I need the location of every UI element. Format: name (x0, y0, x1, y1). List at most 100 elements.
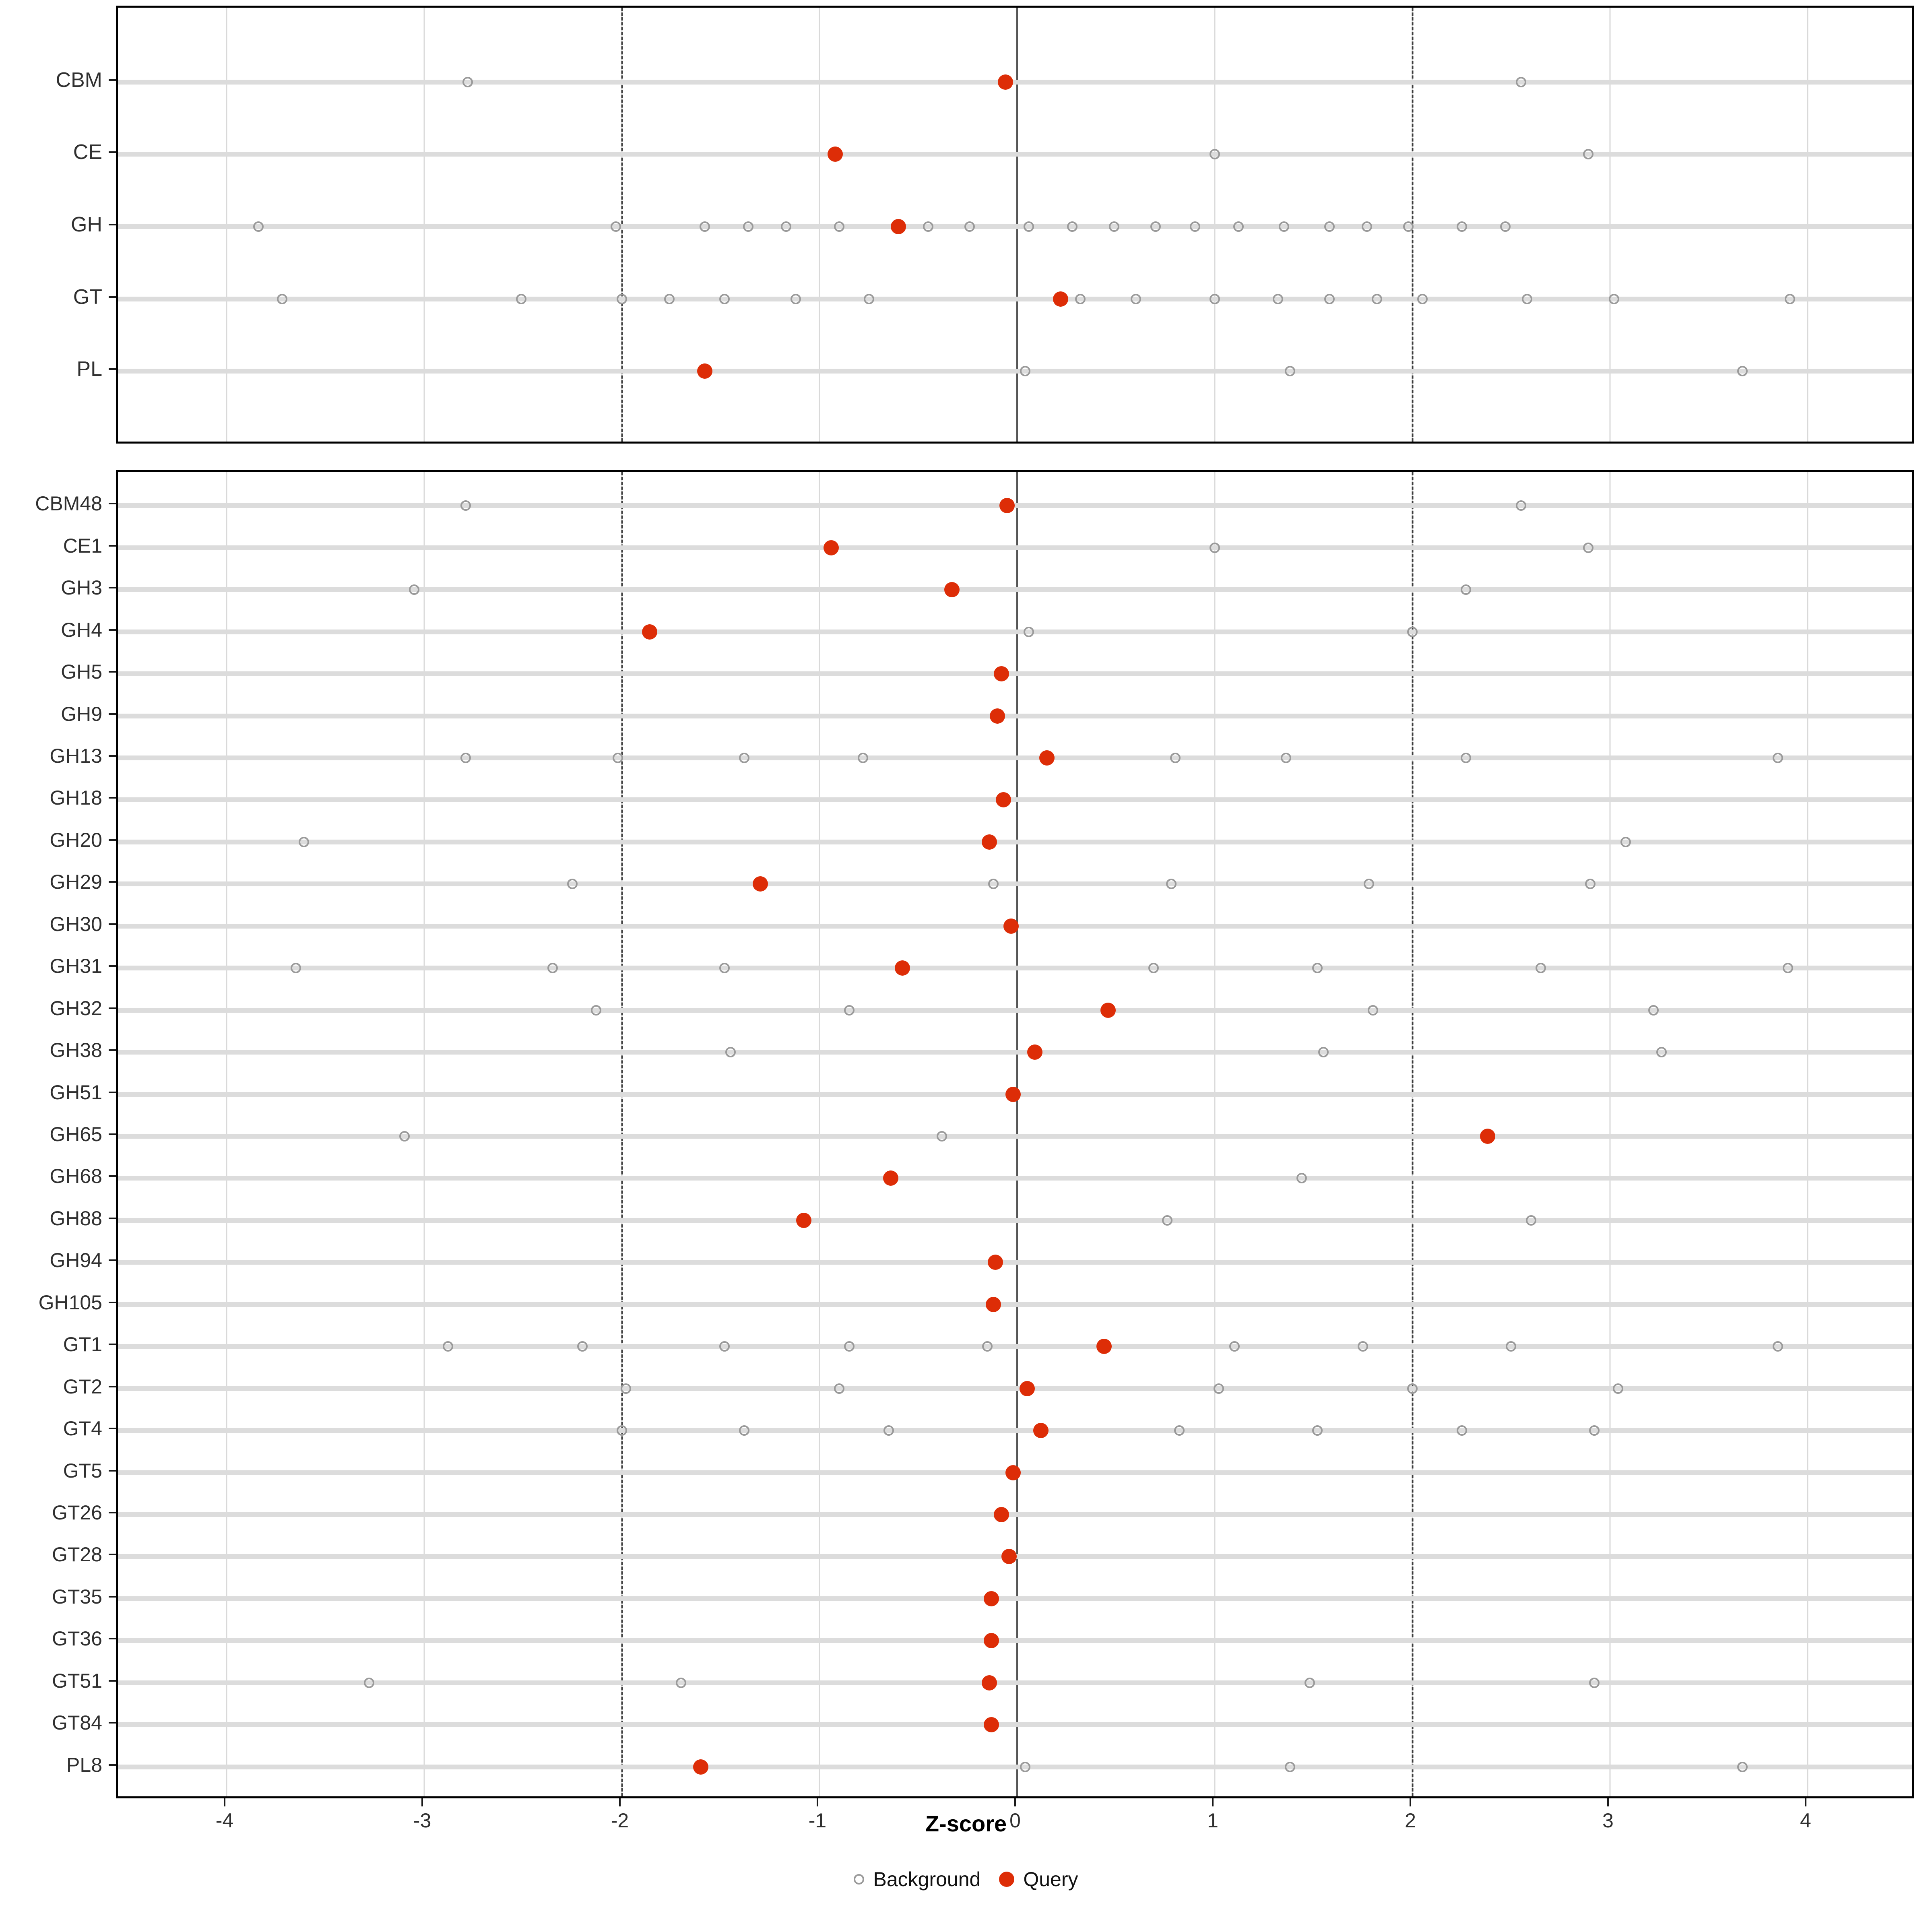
query-point[interactable] (1039, 750, 1055, 766)
x-axis-label-1: 1 (1207, 1809, 1218, 1832)
panel-cazyme-class (116, 6, 1914, 444)
legend-entry-query[interactable]: Query (999, 1868, 1078, 1891)
gridline-y-GH13 (118, 755, 1912, 760)
background-point (719, 1341, 730, 1352)
legend-entry-background[interactable]: Background (854, 1868, 980, 1891)
query-point[interactable] (984, 1633, 999, 1649)
y-axis-label-GT26: GT26 (52, 1501, 102, 1524)
y-tick-GT2 (109, 1385, 116, 1387)
y-tick-GH38 (109, 1049, 116, 1051)
legend-label-query: Query (1023, 1868, 1078, 1891)
y-tick-GH30 (109, 923, 116, 925)
background-point (363, 1677, 374, 1688)
query-point[interactable] (993, 666, 1009, 682)
query-point[interactable] (1001, 1549, 1017, 1565)
query-point[interactable] (1019, 1381, 1035, 1396)
query-point[interactable] (697, 363, 713, 379)
x-tick--4 (224, 1798, 226, 1806)
background-point (1521, 293, 1532, 304)
background-point (1284, 1761, 1295, 1772)
query-point[interactable] (828, 147, 843, 162)
query-point[interactable] (1480, 1129, 1495, 1144)
background-point (1362, 221, 1373, 232)
gridline-y-GH (118, 224, 1912, 229)
y-axis-label-GT4: GT4 (63, 1417, 102, 1440)
query-point[interactable] (1033, 1423, 1049, 1439)
gridline-y-GH68 (118, 1176, 1912, 1181)
query-point[interactable] (891, 219, 906, 234)
y-axis-label-PL8: PL8 (66, 1753, 102, 1776)
y-tick-CBM (109, 79, 116, 81)
query-point[interactable] (993, 1507, 1009, 1522)
query-point[interactable] (895, 960, 910, 976)
query-point[interactable] (995, 792, 1011, 808)
gridline-y-PL8 (118, 1764, 1912, 1769)
query-marker-icon (999, 1872, 1015, 1887)
background-point (1737, 1761, 1748, 1772)
background-point (937, 1131, 947, 1141)
gridline-y-GT26 (118, 1512, 1912, 1517)
background-point (923, 221, 934, 232)
query-point[interactable] (1003, 918, 1019, 934)
background-point (1583, 542, 1593, 553)
y-tick-GH13 (109, 755, 116, 757)
background-point (1150, 221, 1161, 232)
query-point[interactable] (997, 74, 1013, 90)
y-axis-label-GT: GT (73, 285, 102, 309)
query-point[interactable] (984, 1717, 999, 1733)
background-point (1148, 963, 1159, 974)
background-point (298, 836, 309, 847)
background-point (1108, 221, 1119, 232)
query-point[interactable] (796, 1212, 811, 1228)
gridline-y-GT36 (118, 1638, 1912, 1643)
query-point[interactable] (982, 1675, 997, 1690)
query-point[interactable] (1005, 1465, 1021, 1480)
background-point (253, 221, 264, 232)
x-tick-1 (1212, 1798, 1214, 1806)
x-axis-label--4: -4 (215, 1809, 234, 1832)
background-point (1784, 293, 1795, 304)
query-point[interactable] (883, 1170, 898, 1186)
query-point[interactable] (982, 834, 997, 850)
gridline-y-GH32 (118, 1007, 1912, 1013)
background-point (1407, 1383, 1418, 1394)
background-point (1516, 500, 1527, 511)
y-tick-CE (109, 151, 116, 153)
background-point (1583, 149, 1593, 160)
background-point (1318, 1047, 1329, 1058)
query-point[interactable] (989, 708, 1005, 724)
gridline-y-GH88 (118, 1218, 1912, 1223)
query-point[interactable] (986, 1296, 1001, 1312)
query-point[interactable] (1005, 1086, 1021, 1102)
query-point[interactable] (1100, 1002, 1116, 1018)
query-point[interactable] (984, 1591, 999, 1606)
background-point (1612, 1383, 1623, 1394)
query-point[interactable] (1027, 1044, 1043, 1060)
background-point (617, 293, 627, 304)
x-tick--3 (421, 1798, 423, 1806)
query-point[interactable] (999, 498, 1015, 514)
y-tick-GT4 (109, 1428, 116, 1430)
y-tick-GH3 (109, 587, 116, 589)
query-point[interactable] (824, 540, 839, 555)
query-point[interactable] (1053, 291, 1069, 307)
query-point[interactable] (693, 1759, 709, 1775)
background-point (577, 1341, 588, 1352)
background-point (700, 221, 710, 232)
query-point[interactable] (944, 582, 960, 598)
query-point[interactable] (752, 876, 768, 892)
query-point[interactable] (987, 1255, 1003, 1270)
background-point (460, 753, 471, 763)
y-tick-PL8 (109, 1764, 116, 1766)
y-tick-GH51 (109, 1091, 116, 1093)
background-point (719, 293, 730, 304)
background-point (1456, 1425, 1467, 1436)
background-point (1324, 293, 1335, 304)
background-point (1213, 1383, 1224, 1394)
background-point (988, 879, 999, 890)
x-axis-label-3: 3 (1602, 1809, 1614, 1832)
gridline-y-GH20 (118, 839, 1912, 844)
query-point[interactable] (642, 624, 657, 640)
background-point (1773, 1341, 1783, 1352)
query-point[interactable] (1096, 1339, 1112, 1354)
